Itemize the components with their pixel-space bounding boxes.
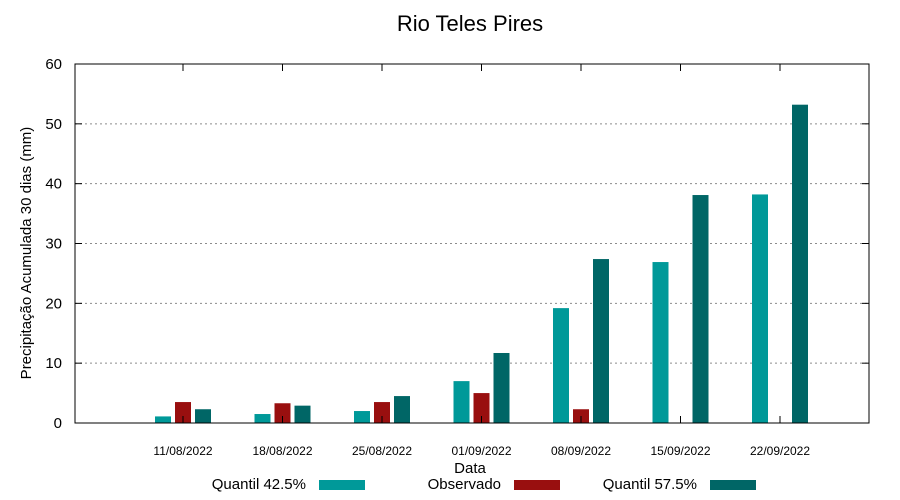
plot-frame <box>74 63 870 424</box>
bar <box>692 195 709 423</box>
bar <box>473 393 490 423</box>
x-tick-label: 11/08/2022 <box>153 444 212 458</box>
y-tick-label: 10 <box>45 355 62 372</box>
x-axis-label: Data <box>454 460 486 477</box>
bar <box>374 402 390 423</box>
bar <box>453 381 470 423</box>
bar <box>792 104 808 423</box>
bar <box>652 262 669 423</box>
legend-label: Quantil 42.5% <box>212 476 306 493</box>
legend-swatch <box>319 480 365 490</box>
bar <box>274 403 291 423</box>
legend: Quantil 42.5% Observado Quantil 57.5% <box>212 476 756 493</box>
y-tick-label: 30 <box>45 236 62 253</box>
grid-lines <box>75 123 869 364</box>
x-tick-label: 25/08/2022 <box>352 444 412 458</box>
bar <box>354 411 370 423</box>
x-tick-label: 18/08/2022 <box>252 444 312 458</box>
bar <box>394 396 410 423</box>
y-tick-label: 60 <box>45 56 62 73</box>
axis-ticks <box>75 63 869 424</box>
y-tick-labels: 0 10 20 30 40 50 60 <box>45 56 62 432</box>
x-tick-labels: 11/08/2022 18/08/2022 25/08/2022 01/09/2022… <box>153 444 810 458</box>
y-axis-label: Precipitação Acumulada 30 dias (mm) <box>18 127 35 380</box>
bars <box>155 104 808 423</box>
x-tick-label: 01/09/2022 <box>451 444 511 458</box>
bar <box>294 405 311 423</box>
bar <box>593 259 609 423</box>
x-tick-label: 22/09/2022 <box>750 444 810 458</box>
x-tick-label: 15/09/2022 <box>650 444 710 458</box>
bar <box>195 409 211 423</box>
legend-swatch <box>710 480 756 490</box>
legend-label: Observado <box>428 476 501 493</box>
bar <box>175 402 191 423</box>
y-tick-label: 50 <box>45 116 62 133</box>
y-tick-label: 40 <box>45 176 62 193</box>
bar <box>254 414 271 423</box>
bar <box>493 352 510 423</box>
x-tick-label: 08/09/2022 <box>551 444 611 458</box>
bar <box>155 416 171 423</box>
legend-swatch <box>514 480 560 490</box>
chart-title: Rio Teles Pires <box>397 11 543 36</box>
bar <box>752 194 768 423</box>
y-tick-label: 0 <box>54 415 62 432</box>
bar <box>553 308 569 423</box>
legend-label: Quantil 57.5% <box>603 476 697 493</box>
y-tick-label: 20 <box>45 295 62 312</box>
